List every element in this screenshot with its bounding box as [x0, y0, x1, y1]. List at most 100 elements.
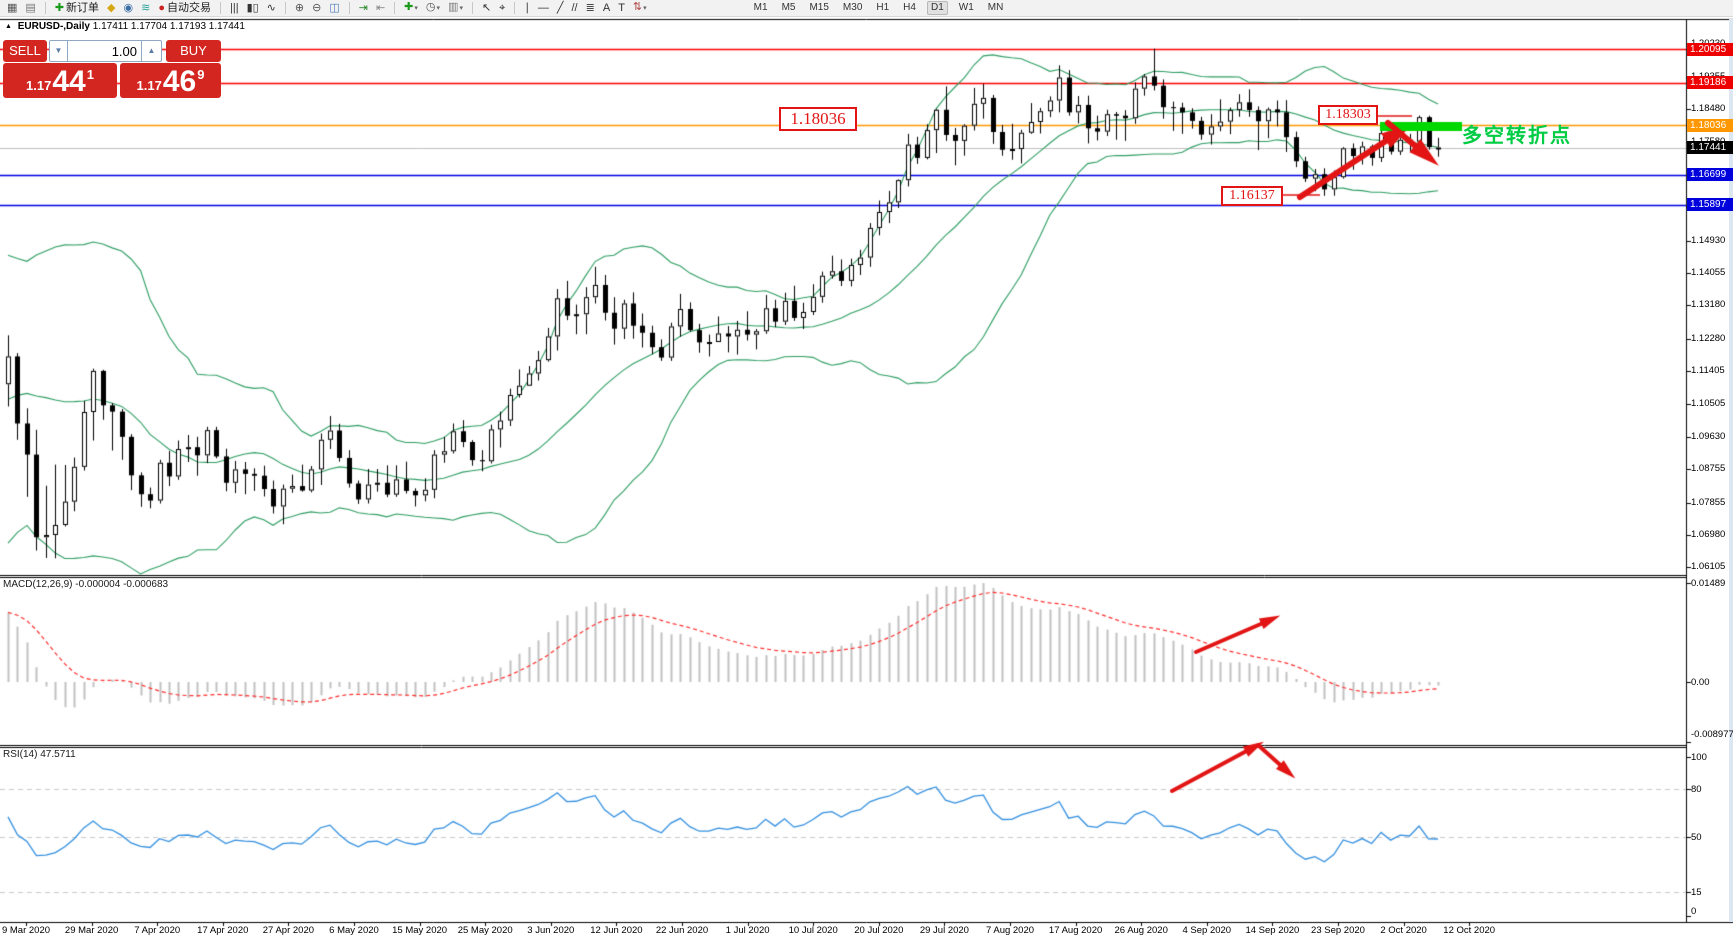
buy-price[interactable]: 1.17 46 9: [120, 63, 221, 98]
new-order-button-label: 新订单: [66, 1, 100, 14]
zoom-out-icon: ⊖: [312, 1, 322, 14]
signals-icon[interactable]: ≋: [141, 1, 150, 16]
date-tick-label: 12 Oct 2020: [1443, 925, 1496, 936]
periods-icon[interactable]: ◷▾: [426, 0, 440, 16]
resistance-price-label[interactable]: 1.18036: [779, 107, 857, 131]
crosshair-icon[interactable]: ⌖: [499, 1, 505, 16]
arrows-icon: ⇅: [632, 1, 643, 13]
buy-price-pip: 9: [197, 67, 205, 82]
rsi-tick-label: 15: [1691, 887, 1702, 899]
collapse-panel-icon[interactable]: ▲: [5, 23, 12, 30]
text-label-icon: T: [618, 1, 625, 14]
templates-icon-dropdown[interactable]: ▾: [459, 5, 463, 12]
price-tick-label: 1.18480: [1691, 103, 1726, 114]
auto-scroll-icon[interactable]: ⇥: [359, 1, 368, 16]
zoom-in-icon[interactable]: ⊕: [295, 1, 304, 16]
periods-icon-dropdown[interactable]: ▾: [436, 5, 441, 12]
date-tick-label: 4 Sep 2020: [1182, 925, 1232, 936]
line-chart-icon[interactable]: ∿: [267, 1, 276, 16]
cursor-icon[interactable]: ↖: [482, 1, 491, 16]
line-chart-icon: ∿: [266, 1, 276, 14]
date-tick-label: 3 Jun 2020: [527, 925, 575, 936]
sell-price[interactable]: 1.17 44 1: [3, 63, 117, 98]
new-order-button[interactable]: ✚ 新订单: [55, 1, 99, 16]
timeframe-m5[interactable]: M5: [781, 2, 796, 13]
sell-price-prefix: 1.17: [26, 78, 52, 93]
arrows-icon[interactable]: ⇅▾: [633, 0, 647, 16]
sell-price-pip: 1: [86, 67, 94, 82]
text-icon[interactable]: A: [603, 1, 610, 16]
toolbar-separator: [44, 2, 46, 14]
date-tick-label: 23 Sep 2020: [1311, 925, 1365, 936]
date-tick-label: 6 May 2020: [329, 925, 379, 936]
timeframe-w1[interactable]: W1: [958, 2, 974, 13]
autotrading-button: ●: [158, 1, 165, 14]
rsi-tick-label: 0: [1691, 906, 1697, 917]
tile-windows-icon: ◫: [329, 1, 340, 14]
zoom-out-icon[interactable]: ⊖: [312, 1, 321, 16]
date-tick-label: 20 Jul 2020: [854, 925, 904, 936]
price-tick-label: 1.13180: [1691, 299, 1726, 311]
sell-button[interactable]: SELL: [3, 40, 47, 62]
price-tick-label: 1.07855: [1691, 496, 1726, 508]
text-label-icon[interactable]: T: [618, 1, 625, 16]
bar-chart-icon[interactable]: |||: [230, 1, 239, 16]
horizontal-line-icon[interactable]: ―: [538, 1, 549, 16]
profiles-icon: ▤: [25, 1, 36, 14]
timeframe-m15[interactable]: M15: [809, 2, 829, 13]
chart-shift-icon: ⇤: [375, 1, 386, 14]
buy-button[interactable]: BUY: [166, 40, 221, 62]
rsi-tick-label: 80: [1691, 783, 1702, 795]
price-tick-label: 1.10505: [1691, 398, 1726, 410]
metaeditor-icon[interactable]: ◆: [107, 1, 115, 16]
metaeditor-icon: ◆: [107, 1, 116, 14]
indicators-icon-dropdown[interactable]: ▾: [414, 5, 418, 12]
price-tick-label: 1.09630: [1691, 430, 1726, 442]
date-tick-label: 17 Apr 2020: [197, 925, 249, 936]
volume-increase-icon[interactable]: ▲: [142, 40, 162, 62]
volume-decrease-icon[interactable]: ▼: [49, 40, 68, 62]
signals-icon: ≋: [141, 1, 151, 14]
timeframe-m1[interactable]: M1: [753, 2, 768, 13]
bar-chart-icon: |||: [229, 1, 239, 14]
timeframe-h1[interactable]: H1: [876, 2, 890, 13]
date-tick-label: 17 Aug 2020: [1048, 925, 1103, 936]
timeframe-d1[interactable]: D1: [926, 1, 948, 15]
candlestick-chart-icon[interactable]: ▮▯: [247, 1, 259, 16]
templates-icon[interactable]: ▥▾: [448, 0, 463, 16]
trendline-icon[interactable]: ╱: [557, 1, 564, 16]
price-tick-label: 1.14055: [1691, 266, 1726, 278]
channel-icon[interactable]: //: [572, 1, 578, 16]
indicators-icon[interactable]: ✚▾: [404, 0, 418, 16]
timeframe-m30[interactable]: M30: [842, 2, 863, 13]
timeframe-mn[interactable]: MN: [987, 2, 1004, 13]
text-icon: A: [602, 1, 611, 14]
crosshair-icon: ⌖: [499, 1, 506, 14]
price-level-box: 1.15897: [1687, 198, 1733, 212]
fibonacci-icon[interactable]: ≣: [586, 1, 595, 16]
date-tick-label: 10 Jul 2020: [788, 925, 838, 936]
candlestick-chart-icon: ▮▯: [246, 1, 259, 14]
swing-low-price-label[interactable]: 1.16137: [1221, 186, 1283, 206]
pivot-point-text[interactable]: 多空转折点: [1462, 125, 1572, 147]
new-chart-icon[interactable]: ▦: [7, 1, 17, 16]
arrows-icon-dropdown[interactable]: ▾: [643, 5, 647, 12]
date-tick-label: 29 Jul 2020: [919, 925, 969, 936]
buy-price-prefix: 1.17: [136, 78, 162, 93]
swing-high-price-label[interactable]: 1.18303: [1318, 105, 1378, 125]
experts-icon: ◉: [123, 1, 134, 14]
tile-windows-icon[interactable]: ◫: [329, 1, 339, 16]
timeframe-h4[interactable]: H4: [903, 2, 916, 13]
profiles-icon[interactable]: ▤: [25, 1, 35, 16]
cursor-icon: ↖: [481, 1, 492, 14]
chart-shift-icon[interactable]: ⇤: [376, 1, 385, 16]
rsi-tick-label: 50: [1691, 831, 1702, 843]
vertical-line-icon[interactable]: ∣: [524, 1, 530, 16]
date-tick-label: 9 Mar 2020: [1, 925, 51, 936]
volume-input[interactable]: [68, 40, 142, 62]
macd-tick-label: 0.01489: [1691, 577, 1726, 589]
date-tick-label: 26 Aug 2020: [1114, 925, 1168, 936]
autotrading-button[interactable]: ● 自动交易: [158, 1, 211, 16]
experts-icon[interactable]: ◉: [124, 1, 134, 16]
